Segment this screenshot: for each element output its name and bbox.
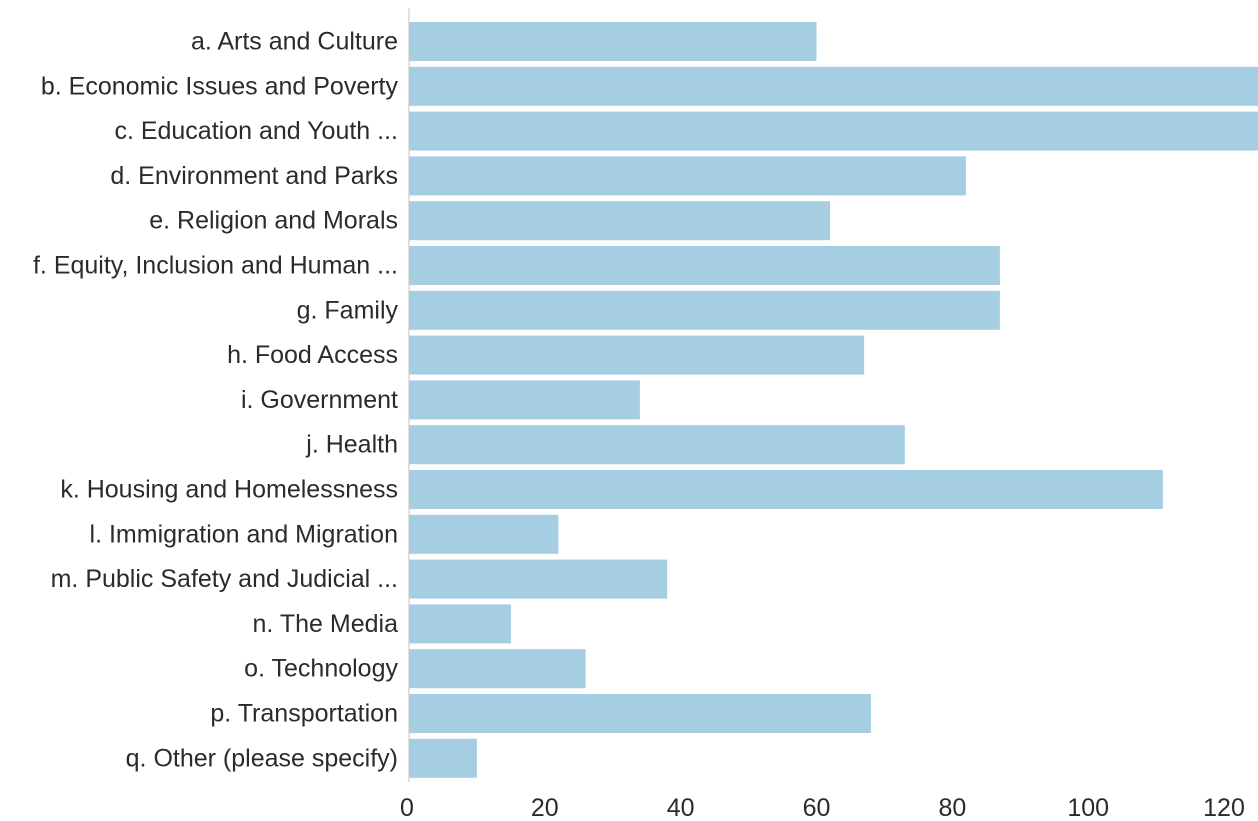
category-label: f. Equity, Inclusion and Human ... (33, 252, 398, 280)
bar (409, 514, 559, 554)
category-label: j. Health (305, 431, 398, 459)
category-label: g. Family (297, 296, 399, 324)
bar (409, 201, 831, 241)
x-tick-label: 80 (938, 794, 966, 821)
x-tick-label: 0 (400, 794, 414, 821)
bar (409, 738, 477, 778)
bars-group (409, 22, 1258, 778)
bar (409, 66, 1258, 106)
x-tick-label: 60 (803, 794, 831, 821)
x-tick-label: 100 (1067, 794, 1109, 821)
bar (409, 111, 1258, 151)
bar (409, 604, 511, 644)
category-label: d. Environment and Parks (110, 162, 398, 190)
category-label: i. Government (241, 386, 398, 414)
bar (409, 290, 1000, 330)
category-label: a. Arts and Culture (191, 28, 398, 56)
category-label: c. Education and Youth ... (114, 117, 398, 145)
category-label: b. Economic Issues and Poverty (41, 72, 399, 100)
x-tick-label: 120 (1203, 794, 1245, 821)
bar (409, 156, 966, 196)
bar (409, 380, 640, 420)
category-labels-group: a. Arts and Culture b. Economic Issues an… (33, 28, 399, 773)
category-label: n. The Media (253, 610, 399, 638)
bar (409, 649, 586, 689)
category-label: e. Religion and Morals (149, 207, 398, 235)
bar (409, 694, 871, 733)
x-tick-labels-group: 0 20 40 60 80 100 120 (400, 794, 1245, 821)
category-label: o. Technology (244, 655, 398, 683)
category-label: q. Other (please specify) (126, 744, 398, 772)
bar (409, 335, 865, 375)
bar (409, 470, 1163, 509)
bar (409, 246, 1000, 285)
category-label: p. Transportation (210, 700, 398, 728)
x-tick-label: 40 (667, 794, 695, 821)
x-tick-label: 20 (531, 794, 559, 821)
category-label: m. Public Safety and Judicial ... (51, 565, 398, 593)
category-label: l. Immigration and Migration (90, 520, 398, 548)
bar (409, 425, 905, 465)
category-label: h. Food Access (227, 341, 398, 369)
bar (409, 22, 817, 61)
bar (409, 559, 668, 599)
category-label: k. Housing and Homelessness (60, 476, 398, 504)
